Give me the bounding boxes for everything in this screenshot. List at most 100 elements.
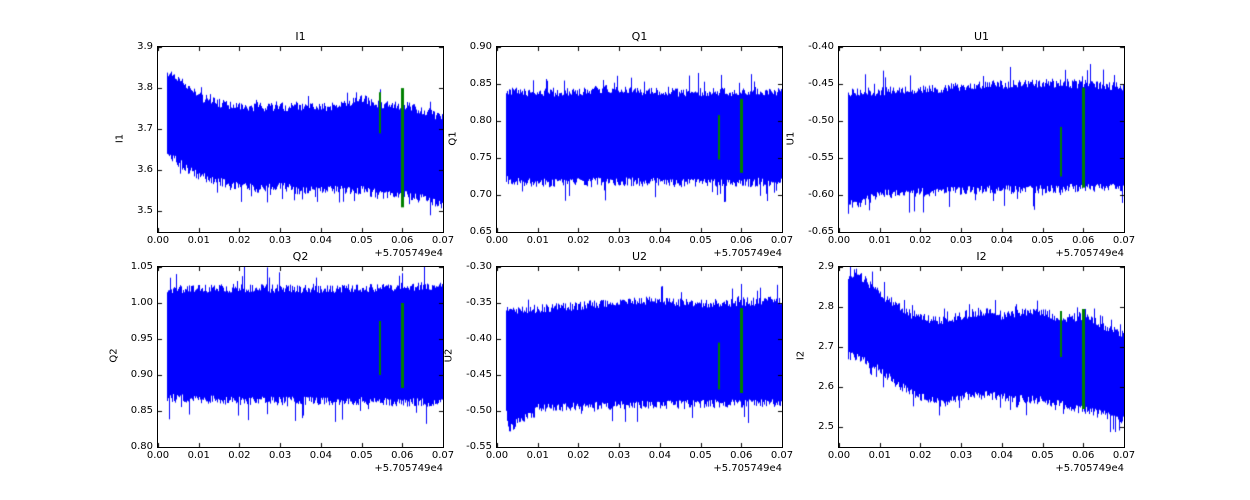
y-axis-label-Q1: Q1 xyxy=(447,130,459,146)
y-tick-label: 2.8 xyxy=(818,301,834,312)
x-tick-label: 0.05 xyxy=(350,235,373,246)
plot-canvas-U1 xyxy=(839,47,1124,232)
x-axis-offset-label: +5.705749e4 xyxy=(374,463,443,474)
x-tick-label: 0.05 xyxy=(689,450,712,461)
plot-canvas-Q1 xyxy=(497,47,782,232)
x-tick-label: 0.07 xyxy=(770,450,794,461)
subplot-title-U1: U1 xyxy=(973,30,990,43)
x-tick-label: 0.04 xyxy=(648,235,671,246)
x-tick-label: 0.07 xyxy=(1112,450,1136,461)
y-tick-label: -0.50 xyxy=(808,115,834,126)
y-tick-label: 0.80 xyxy=(130,441,153,452)
x-tick-label: 0.05 xyxy=(689,235,712,246)
axes-I1 xyxy=(157,46,444,233)
subplot-title-I2: I2 xyxy=(976,250,987,263)
x-tick-label: 0.04 xyxy=(990,235,1013,246)
x-tick-label: 0.00 xyxy=(485,235,509,246)
y-tick-label: 3.7 xyxy=(137,123,153,135)
x-tick-label: 0.00 xyxy=(485,450,509,461)
y-tick-label: -0.45 xyxy=(808,78,834,89)
y-tick-label: 1.05 xyxy=(130,261,153,272)
x-tick-label: 0.05 xyxy=(1031,235,1054,246)
plot-canvas-U2 xyxy=(497,267,782,447)
x-tick-label: 0.01 xyxy=(868,450,891,461)
x-axis-offset-label: +5.705749e4 xyxy=(374,248,443,259)
x-tick-label: 0.01 xyxy=(868,235,891,246)
y-tick-label: 2.9 xyxy=(818,261,834,272)
y-tick-label: -0.60 xyxy=(808,189,834,200)
y-tick-label: 0.65 xyxy=(469,226,492,237)
axes-U2 xyxy=(496,266,783,448)
subplot-title-Q1: Q1 xyxy=(631,30,648,43)
y-tick-label: 0.75 xyxy=(469,152,492,163)
subplot-title-I1: I1 xyxy=(295,30,306,43)
x-tick-label: 0.00 xyxy=(827,450,851,461)
axes-Q2 xyxy=(157,266,444,448)
x-tick-label: 0.06 xyxy=(391,450,414,461)
x-tick-label: 0.03 xyxy=(608,450,631,461)
y-tick-label: 2.7 xyxy=(818,341,834,352)
x-axis-offset-label: +5.705749e4 xyxy=(713,248,782,259)
y-tick-label: 0.85 xyxy=(130,405,153,416)
x-tick-label: 0.02 xyxy=(567,450,590,461)
x-axis-offset-label: +5.705749e4 xyxy=(1055,248,1124,259)
y-tick-label: 3.9 xyxy=(137,41,153,52)
y-tick-label: -0.30 xyxy=(466,261,492,272)
x-tick-label: 0.04 xyxy=(648,450,671,461)
x-tick-label: 0.04 xyxy=(309,450,332,461)
y-tick-label: 0.90 xyxy=(130,369,153,380)
y-tick-label: 0.80 xyxy=(469,115,492,126)
y-tick-label: -0.55 xyxy=(808,152,834,163)
x-tick-label: 0.02 xyxy=(909,450,932,461)
x-tick-label: 0.07 xyxy=(431,450,455,461)
x-tick-label: 0.06 xyxy=(1072,235,1095,246)
y-tick-label: -0.55 xyxy=(466,441,492,452)
y-tick-label: -0.45 xyxy=(466,369,492,380)
x-tick-label: 0.01 xyxy=(187,450,210,461)
x-tick-label: 0.07 xyxy=(1112,235,1136,246)
x-tick-label: 0.07 xyxy=(770,235,794,246)
x-tick-label: 0.01 xyxy=(526,235,549,246)
y-tick-label: -0.35 xyxy=(466,297,492,308)
y-tick-label: -0.40 xyxy=(466,333,492,344)
x-tick-label: 0.06 xyxy=(391,235,414,246)
x-tick-label: 0.02 xyxy=(909,235,932,246)
y-tick-label: 1.00 xyxy=(130,297,153,308)
y-tick-label: 0.85 xyxy=(469,78,492,89)
y-tick-label: 0.95 xyxy=(130,333,153,344)
y-tick-label: 3.6 xyxy=(137,164,153,176)
axes-Q1 xyxy=(496,46,783,233)
plot-canvas-I2 xyxy=(839,267,1124,447)
y-tick-label: 2.5 xyxy=(818,421,834,432)
plot-canvas-Q2 xyxy=(158,267,443,447)
x-tick-label: 0.03 xyxy=(950,235,973,246)
x-tick-label: 0.03 xyxy=(608,235,631,246)
x-tick-label: 0.06 xyxy=(730,235,753,246)
y-tick-label: -0.50 xyxy=(466,405,492,416)
y-tick-label: -0.40 xyxy=(808,41,834,52)
x-tick-label: 0.00 xyxy=(146,450,170,461)
x-tick-label: 0.02 xyxy=(228,235,251,246)
x-axis-offset-label: +5.705749e4 xyxy=(1055,463,1124,474)
x-tick-label: 0.06 xyxy=(730,450,753,461)
x-tick-label: 0.00 xyxy=(827,235,851,246)
axes-I2 xyxy=(838,266,1125,448)
y-tick-label: 0.90 xyxy=(469,41,492,52)
x-tick-label: 0.03 xyxy=(269,235,292,246)
x-tick-label: 0.02 xyxy=(567,235,590,246)
x-tick-label: 0.05 xyxy=(350,450,373,461)
x-tick-label: 0.00 xyxy=(146,235,170,246)
y-tick-label: 0.70 xyxy=(469,189,492,200)
y-axis-label-U1: U1 xyxy=(785,131,797,145)
y-tick-label: 2.6 xyxy=(818,381,834,392)
x-tick-label: 0.03 xyxy=(950,450,973,461)
y-axis-label-U2: U2 xyxy=(443,348,455,363)
x-tick-label: 0.01 xyxy=(526,450,549,461)
y-tick-label: -0.65 xyxy=(808,226,834,237)
x-tick-label: 0.04 xyxy=(990,450,1013,461)
y-tick-label: 3.8 xyxy=(137,82,153,94)
x-tick-label: 0.02 xyxy=(228,450,251,461)
y-axis-label-Q2: Q2 xyxy=(108,348,120,363)
x-axis-offset-label: +5.705749e4 xyxy=(713,463,782,474)
